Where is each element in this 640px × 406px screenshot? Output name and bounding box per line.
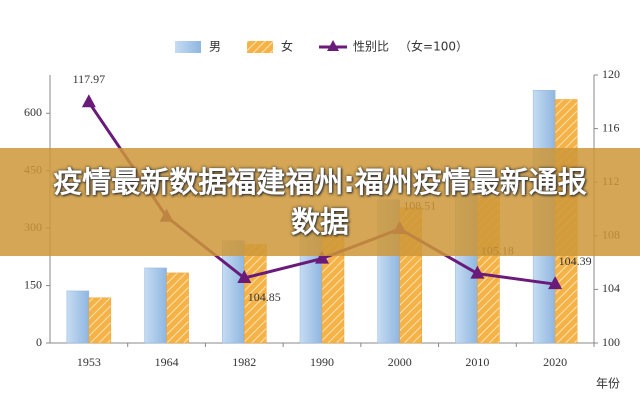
line-marker xyxy=(81,94,96,108)
x-axis-label: 年份 xyxy=(596,377,620,391)
data-label: 117.97 xyxy=(73,72,106,86)
y2-tick-label: 120 xyxy=(602,67,620,81)
line-marker xyxy=(470,265,485,279)
legend-label: 性别比 xyxy=(353,40,389,54)
bar xyxy=(88,297,112,344)
line-marker xyxy=(548,276,563,290)
y2-tick-label: 116 xyxy=(602,120,620,134)
x-tick-label: 1964 xyxy=(155,355,179,369)
line-marker xyxy=(315,250,329,264)
banner-text: 疫情最新数据福建福州:福州疫情最新通报数据 xyxy=(53,165,587,239)
bar xyxy=(222,240,245,344)
legend-swatch xyxy=(247,41,274,53)
y2-tick-label: 100 xyxy=(602,335,620,349)
x-tick-label: 2000 xyxy=(388,355,412,369)
line-marker xyxy=(237,270,252,284)
legend-swatch xyxy=(175,41,201,53)
legend-swatch xyxy=(327,40,340,51)
bar xyxy=(166,272,189,344)
x-tick-label: 2010 xyxy=(465,355,489,369)
y-tick-label: 0 xyxy=(36,335,42,349)
x-tick-label: 1953 xyxy=(77,355,101,369)
bar xyxy=(144,267,167,344)
banner: 疫情最新数据福建福州:福州疫情最新通报数据 xyxy=(0,148,640,256)
x-tick-label: 1982 xyxy=(232,355,256,369)
x-tick-label: 1990 xyxy=(310,355,334,369)
data-label: 104.85 xyxy=(248,290,281,304)
x-tick-label: 2020 xyxy=(543,355,567,369)
y-tick-label: 150 xyxy=(24,277,42,291)
y2-tick-label: 104 xyxy=(602,281,620,295)
legend-note: （女=100） xyxy=(399,39,468,54)
y-tick-label: 600 xyxy=(24,105,42,119)
legend-label: 男 xyxy=(209,40,221,54)
legend-label: 女 xyxy=(281,39,293,54)
data-label: 104.39 xyxy=(559,254,592,268)
bar xyxy=(66,290,90,344)
